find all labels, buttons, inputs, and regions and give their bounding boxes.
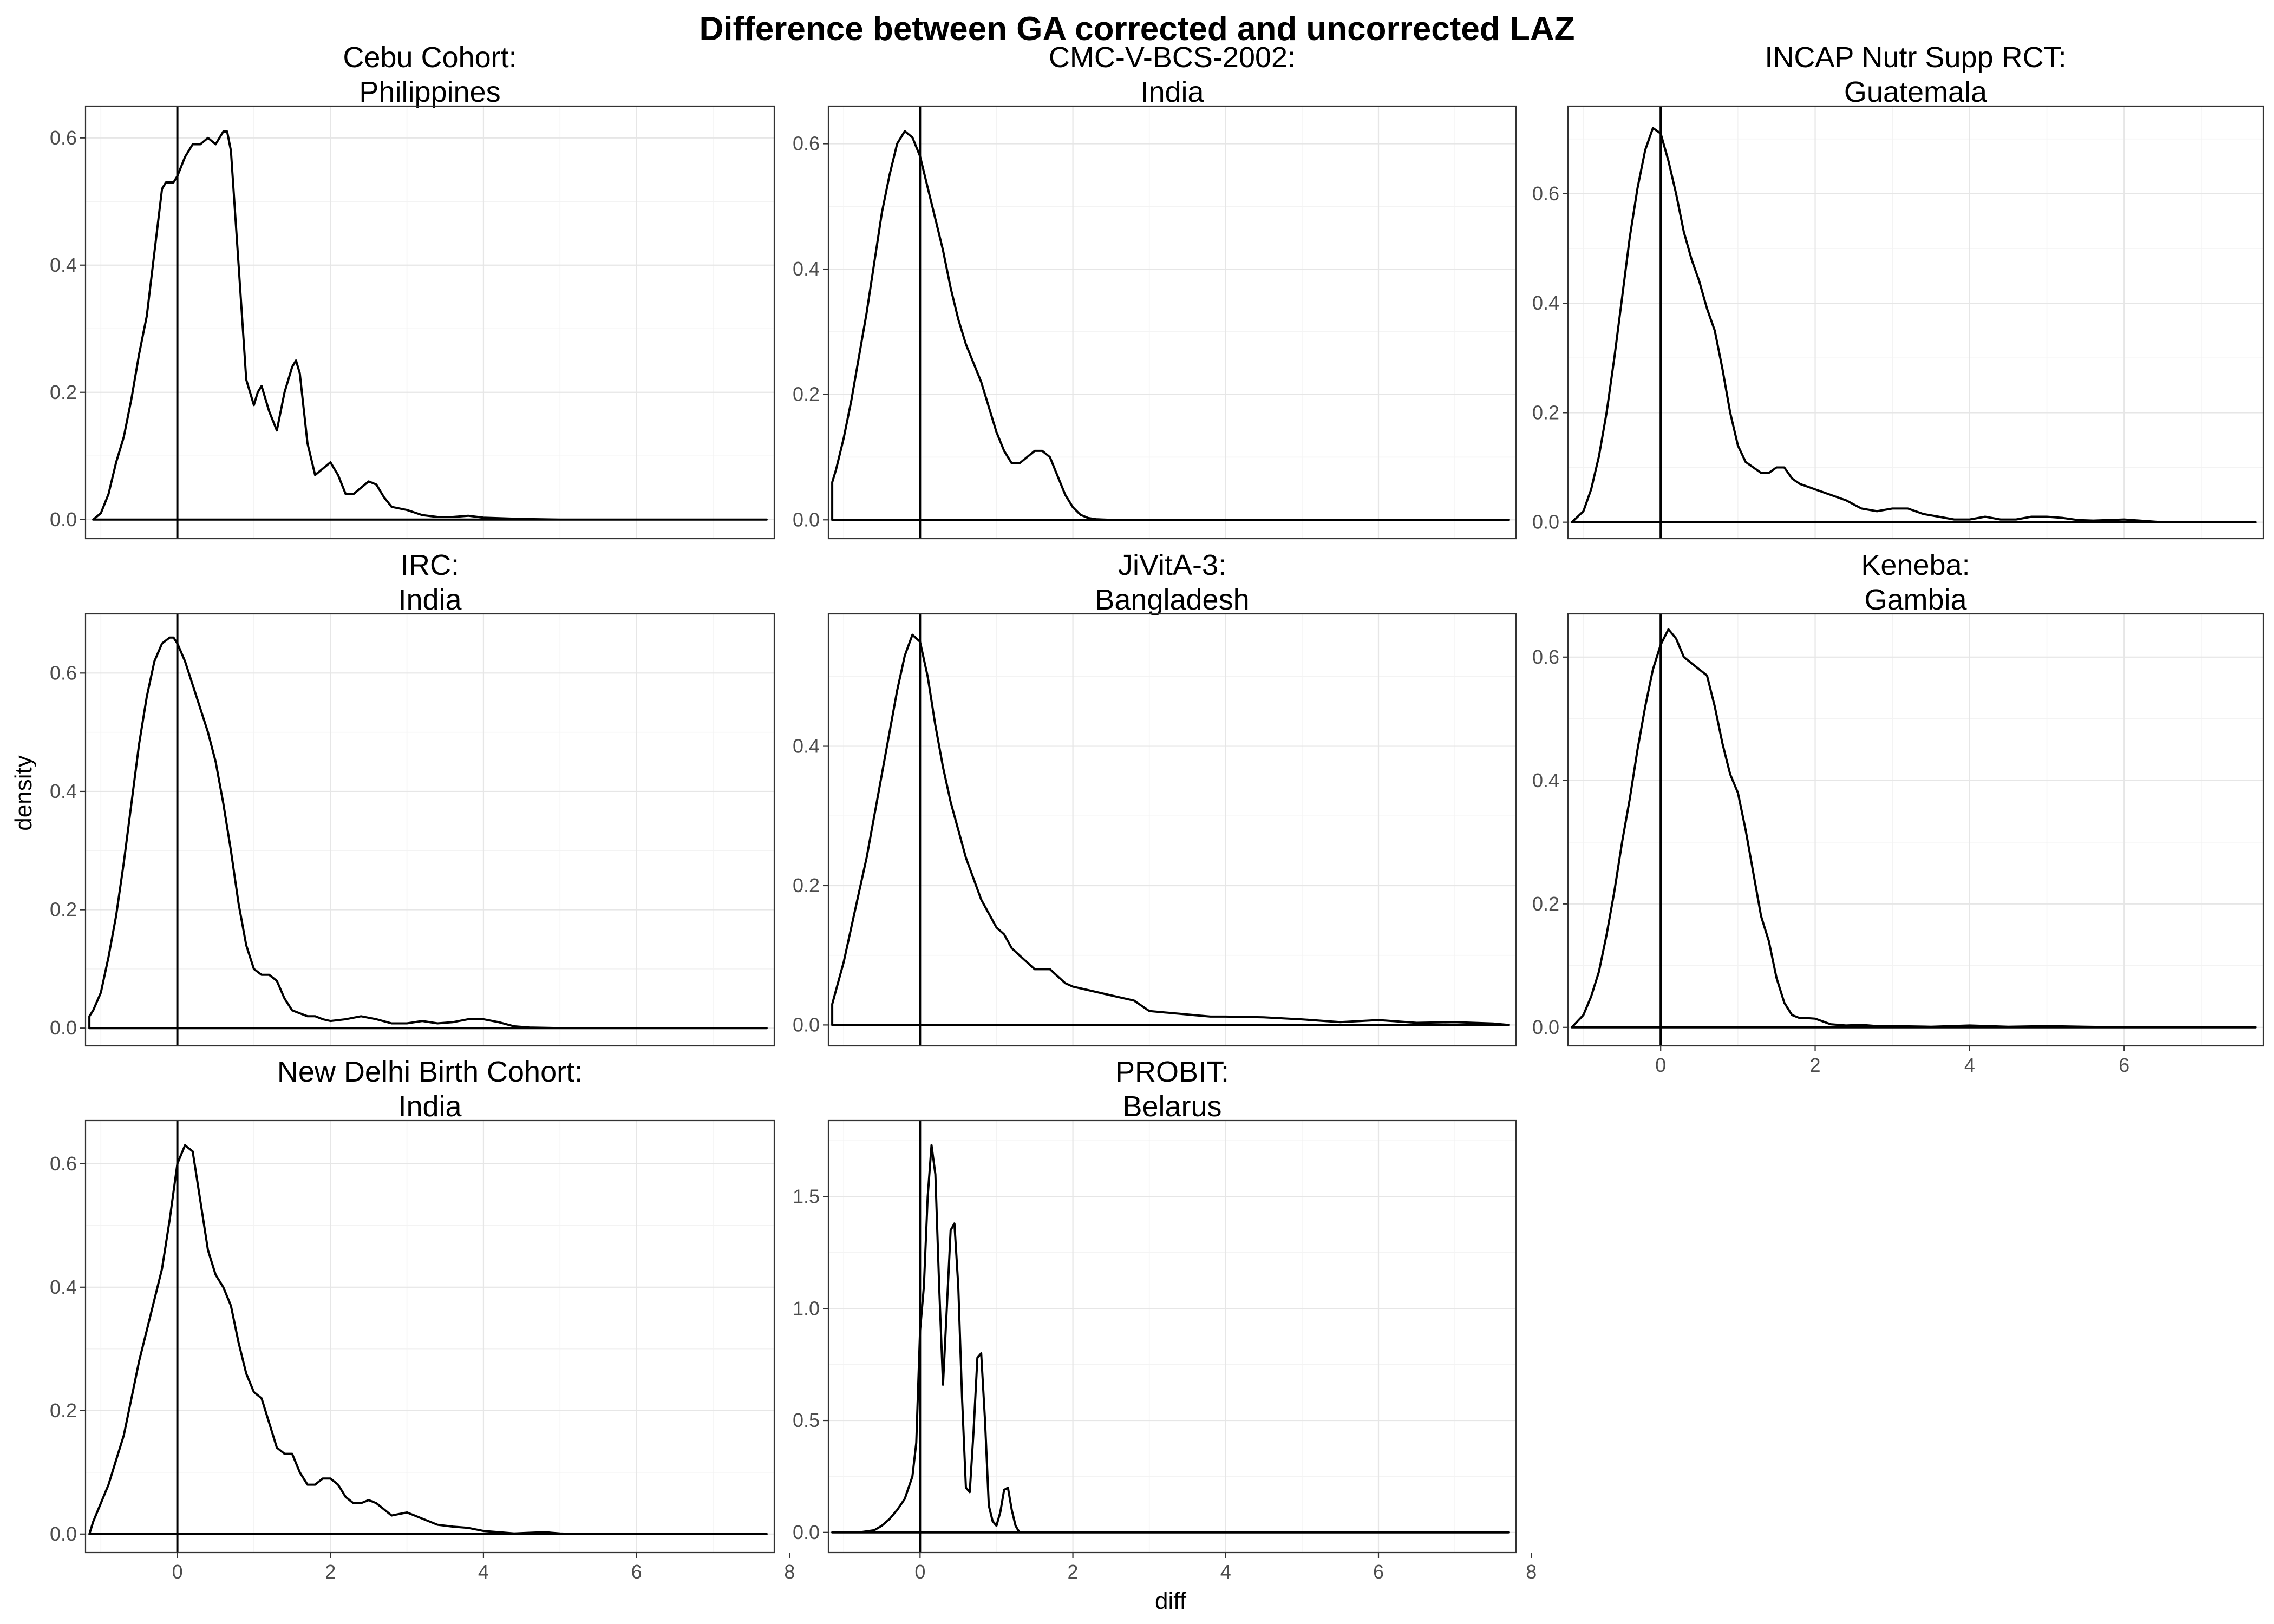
y-tick-label: 0.2 — [50, 381, 77, 403]
panel-title-line2: India — [398, 584, 462, 616]
panel-border — [827, 1119, 1517, 1554]
panel-border — [1567, 613, 2264, 1047]
panel-border — [84, 105, 775, 540]
y-tick-label: 0.0 — [1532, 1016, 1559, 1038]
x-tick-label: 2 — [1068, 1561, 1079, 1583]
panel: Cebu Cohort:Philippines 0.0 0.2 0.4 0.6 — [50, 41, 775, 540]
panel-title-line1: CMC-V-BCS-2002: — [1049, 41, 1296, 74]
y-tick-label: 0.2 — [1532, 401, 1559, 423]
x-tick-label: 0 — [914, 1561, 925, 1583]
panel-title-line1: INCAP Nutr Supp RCT: — [1765, 41, 2066, 74]
y-tick-label: 0.6 — [50, 662, 77, 684]
panel-title-line1: JiVitA-3: — [1118, 549, 1226, 581]
y-tick-label: 0.2 — [793, 874, 820, 896]
y-tick-label: 0.2 — [50, 899, 77, 921]
panel-title-line1: PROBIT: — [1115, 1056, 1229, 1088]
y-tick-label: 0.6 — [50, 1152, 77, 1175]
panel-border — [827, 105, 1517, 540]
panel-title-line1: IRC: — [401, 549, 459, 581]
x-tick-label: 4 — [1964, 1054, 1975, 1076]
panel-title-line1: Cebu Cohort: — [343, 41, 517, 74]
density-curve — [831, 633, 1510, 1026]
y-tick-label: 0.2 — [1532, 893, 1559, 915]
y-tick-label: 0.4 — [50, 780, 77, 802]
x-tick-label: 8 — [1526, 1561, 1537, 1583]
x-tick-label: 2 — [1810, 1054, 1821, 1076]
density-curve — [1571, 127, 2257, 523]
panel: JiVitA-3:Bangladesh 0.0 0.2 0.4 — [793, 549, 1517, 1047]
panel-title-line1: New Delhi Birth Cohort: — [277, 1056, 583, 1088]
chart-title: Difference between GA corrected and unco… — [700, 10, 1575, 48]
y-tick-label: 0.0 — [793, 1521, 820, 1543]
panel-title-line2: Bangladesh — [1095, 584, 1249, 616]
panel-title-line2: India — [1140, 76, 1204, 108]
plot-area — [828, 614, 1516, 1046]
y-tick-label: 0.2 — [793, 383, 820, 405]
x-tick-label: 2 — [325, 1561, 336, 1583]
panel-title-line2: India — [398, 1090, 462, 1123]
y-tick-label: 0.0 — [50, 1017, 77, 1039]
panel: CMC-V-BCS-2002:India 0.0 0.2 0.4 0.6 — [793, 41, 1517, 540]
x-tick-label: 4 — [478, 1561, 489, 1583]
panel-border — [827, 613, 1517, 1047]
y-tick-label: 0.0 — [793, 1013, 820, 1036]
panel: PROBIT:Belarus 0.0 0.5 1.0 1.5 0 2 4 6 8 — [793, 1056, 1537, 1583]
y-tick-label: 1.0 — [793, 1297, 820, 1319]
panel: New Delhi Birth Cohort:India 0.0 0.2 0.4 0.6… — [50, 1056, 795, 1583]
x-tick-label: 0 — [172, 1561, 183, 1583]
y-tick-label: 0.0 — [50, 508, 77, 531]
y-tick-label: 0.6 — [1532, 182, 1559, 205]
y-tick-label: 0.4 — [793, 735, 820, 757]
panel-border — [1567, 105, 2264, 540]
y-tick-label: 0.0 — [50, 1523, 77, 1545]
y-tick-label: 0.4 — [50, 254, 77, 276]
panel-title-line2: Guatemala — [1844, 76, 1988, 108]
plot-area — [86, 614, 774, 1046]
y-tick-label: 0.6 — [1532, 646, 1559, 668]
x-tick-label: 6 — [631, 1561, 642, 1583]
plot-area — [86, 106, 774, 539]
y-tick-label: 0.5 — [793, 1409, 820, 1431]
y-tick-label: 0.0 — [1532, 511, 1559, 533]
panel: INCAP Nutr Supp RCT:Guatemala 0.0 0.2 0.4 0.… — [1532, 41, 2264, 540]
y-tick-label: 0.6 — [793, 132, 820, 154]
panel-title-line2: Philippines — [359, 76, 500, 108]
plot-area — [828, 106, 1516, 539]
panel-title-line2: Gambia — [1864, 584, 1967, 616]
facet-panels: Cebu Cohort:Philippines0.00.20.40.6CMC-V… — [50, 41, 2274, 1583]
panel-border — [84, 613, 775, 1047]
y-tick-label: 0.2 — [50, 1399, 77, 1422]
density-curve — [831, 130, 1510, 521]
density-curve — [1571, 628, 2257, 1029]
density-curve — [92, 130, 768, 521]
panel-title-line2: Belarus — [1122, 1090, 1221, 1123]
y-tick-label: 0.4 — [1532, 292, 1559, 314]
x-tick-label: 6 — [1373, 1561, 1384, 1583]
x-tick-label: 4 — [1220, 1561, 1231, 1583]
density-curve — [88, 636, 768, 1030]
y-tick-label: 1.5 — [793, 1186, 820, 1208]
x-tick-label: 6 — [2119, 1054, 2129, 1076]
panel: IRC:India 0.0 0.2 0.4 0.6 — [50, 549, 775, 1047]
x-tick-label: 8 — [784, 1561, 795, 1583]
x-axis-title: diff — [1155, 1588, 1187, 1614]
panel-title-line1: Keneba: — [1861, 549, 1970, 581]
panel-border — [84, 1119, 775, 1554]
plot-area — [1568, 614, 2263, 1046]
plot-area — [86, 1121, 774, 1553]
plot-area — [1568, 106, 2263, 539]
y-tick-label: 0.6 — [50, 127, 77, 149]
y-axis-title: density — [10, 755, 37, 830]
x-tick-label: 8 — [2273, 1054, 2274, 1076]
y-tick-label: 0.0 — [793, 508, 820, 531]
density-curve — [88, 1144, 768, 1535]
plot-area — [828, 1121, 1516, 1553]
y-tick-label: 0.4 — [793, 258, 820, 280]
panel: Keneba:Gambia 0.0 0.2 0.4 0.6 0 2 4 6 8 — [1532, 549, 2274, 1076]
y-tick-label: 0.4 — [1532, 769, 1559, 791]
density-curve — [831, 1144, 1510, 1534]
x-tick-label: 0 — [1655, 1054, 1666, 1076]
y-tick-label: 0.4 — [50, 1276, 77, 1298]
